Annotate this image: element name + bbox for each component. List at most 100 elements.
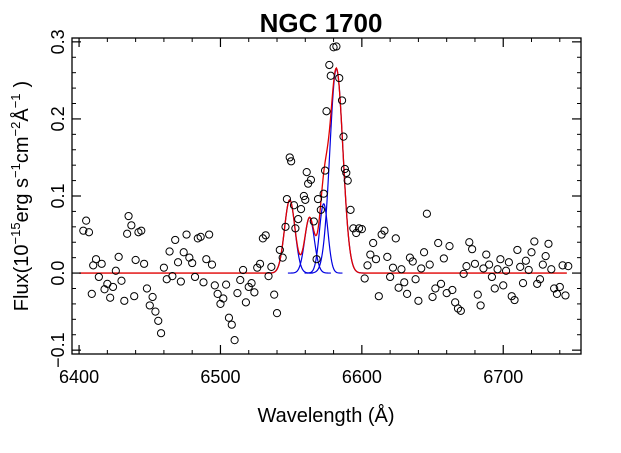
data-point — [82, 216, 91, 225]
data-point — [357, 225, 366, 234]
data-point — [541, 252, 550, 261]
data-point — [352, 228, 361, 238]
data-point — [97, 259, 106, 268]
data-point — [414, 296, 423, 305]
data-point — [156, 329, 166, 338]
data-point — [496, 255, 505, 264]
y-axis-label: Flux(10−15erg s−1cm−2Å−1) — [8, 81, 33, 311]
data-point — [493, 265, 502, 274]
data-point — [188, 258, 197, 268]
data-point — [278, 253, 287, 262]
data-point — [261, 231, 270, 240]
data-point — [258, 234, 267, 243]
data-point — [558, 261, 567, 270]
data-point — [94, 272, 103, 282]
data-point — [400, 278, 409, 287]
data-point — [388, 263, 398, 272]
data-point — [322, 107, 331, 116]
data-point — [281, 222, 290, 231]
data-point — [301, 195, 310, 204]
data-point — [319, 189, 328, 198]
data-point — [165, 247, 174, 256]
data-point — [285, 153, 294, 162]
data-point — [123, 229, 132, 238]
data-point — [510, 295, 519, 305]
data-point — [84, 228, 94, 237]
data-point — [521, 256, 530, 265]
data-point — [555, 282, 564, 292]
data-point — [516, 262, 525, 272]
data-point — [159, 263, 168, 272]
data-point — [145, 301, 154, 310]
data-point — [485, 260, 494, 269]
data-point — [287, 157, 296, 166]
data-point — [210, 281, 219, 290]
data-point — [470, 259, 480, 268]
y-label-prefix: Flux(10 — [11, 245, 33, 312]
data-point — [267, 262, 276, 272]
data-point — [179, 248, 188, 257]
data-point — [340, 164, 349, 174]
data-point — [173, 258, 183, 267]
data-point — [533, 279, 542, 288]
data-point — [544, 239, 553, 248]
data-point — [332, 42, 341, 51]
data-point — [459, 269, 468, 278]
y-axis: −0.1 0.0 0.1 0.2 0.3 — [48, 29, 581, 368]
y-tick-label: 0.1 — [48, 183, 68, 208]
x-tick-label: 6600 — [342, 367, 382, 387]
y-label-mid2: cm — [11, 136, 33, 163]
data-point — [402, 289, 412, 298]
data-point — [142, 284, 152, 293]
data-point — [419, 248, 429, 257]
data-point — [236, 275, 245, 285]
data-point — [453, 304, 463, 313]
chart-title: NGC 1700 — [260, 8, 383, 38]
data-point — [124, 211, 133, 221]
data-point — [190, 272, 200, 282]
data-point — [530, 237, 539, 246]
data-point — [222, 280, 231, 289]
y-tick-label: 0.0 — [48, 261, 68, 286]
data-point — [176, 277, 185, 286]
data-point — [439, 254, 448, 263]
x-tick-label: 6400 — [59, 367, 99, 387]
data-point — [346, 205, 355, 214]
data-point — [312, 255, 321, 264]
data-point — [91, 255, 101, 264]
y-label-mid1: erg s — [11, 178, 33, 222]
data-point — [247, 278, 256, 288]
x-tick-label: 6700 — [483, 367, 523, 387]
data-point — [487, 272, 497, 282]
data-point — [255, 259, 265, 268]
data-point — [238, 265, 248, 275]
data-point — [250, 288, 259, 297]
y-label-exp3: −2 — [8, 122, 23, 137]
data-point — [552, 289, 562, 298]
data-point — [448, 285, 457, 295]
data-point — [205, 230, 214, 239]
data-point — [306, 175, 316, 184]
data-point — [224, 313, 234, 322]
data-point — [117, 276, 126, 285]
data-point — [360, 274, 369, 283]
data-point — [518, 278, 528, 288]
data-point — [241, 298, 251, 307]
data-point — [462, 262, 471, 271]
data-point — [547, 265, 556, 274]
data-point — [422, 209, 431, 218]
data-point — [233, 289, 242, 298]
data-point — [108, 282, 118, 292]
data-point — [394, 283, 403, 292]
data-point — [397, 265, 406, 274]
data-point — [504, 258, 513, 267]
data-point — [456, 306, 465, 315]
data-point — [342, 168, 351, 177]
data-point — [127, 221, 136, 230]
data-point — [282, 194, 292, 204]
data-point — [131, 255, 140, 265]
data-point — [137, 226, 146, 235]
data-point — [275, 245, 284, 255]
data-point — [428, 292, 437, 302]
data-point — [391, 234, 400, 243]
